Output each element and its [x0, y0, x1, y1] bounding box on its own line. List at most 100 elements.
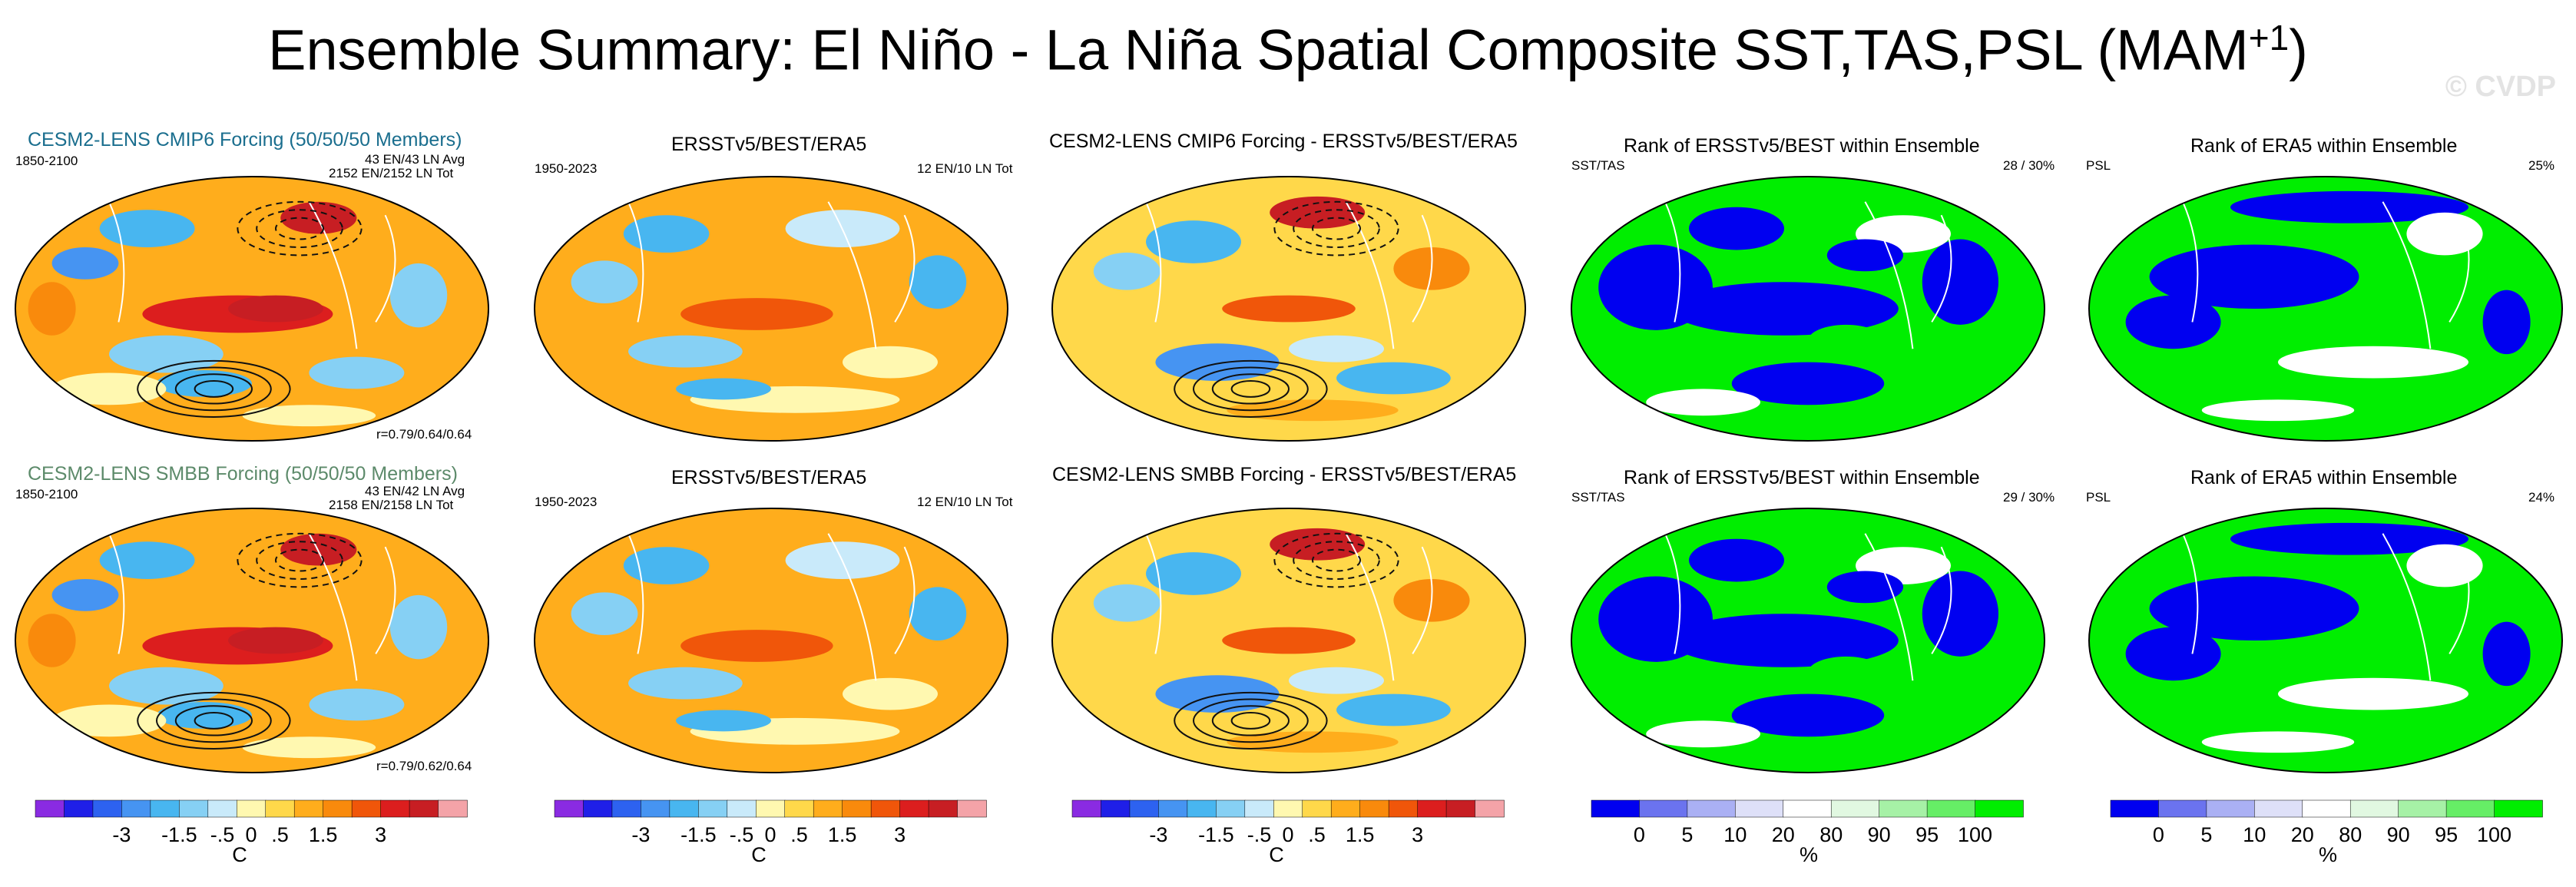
- map-anomaly-region: [51, 704, 167, 737]
- colorbar-swatch: [1187, 799, 1217, 818]
- map-anomaly-region: [157, 702, 252, 729]
- map-anomaly-region: [28, 614, 76, 667]
- obs-panel-title: ERSSTv5/BEST/ERA5: [671, 134, 867, 155]
- psl-contour: [1312, 548, 1361, 572]
- obs-counts: 12 EN/10 LN Tot: [917, 161, 1013, 176]
- psl-contour: [1174, 691, 1328, 750]
- coastline: [1412, 546, 1433, 654]
- map-anomaly-region: [280, 533, 357, 566]
- rank-sst-panel-title: Rank of ERSSTv5/BEST within Ensemble: [1624, 135, 1980, 157]
- colorbar-swatch: [2494, 799, 2543, 818]
- colorbar-tick-label: -3: [112, 823, 131, 846]
- psl-contour: [1293, 209, 1380, 248]
- colorbar-swatch: [237, 799, 267, 818]
- map-anomaly-region: [28, 282, 76, 336]
- temperature-colorbar: [554, 799, 987, 818]
- rank-sst-variable: SST/TAS: [1571, 158, 1625, 173]
- coastline: [1145, 201, 1162, 323]
- map-anomaly-region: [1826, 571, 1903, 604]
- map-anomaly-region: [389, 263, 448, 328]
- coastline: [1864, 533, 1914, 681]
- model-composite-map: [15, 508, 489, 773]
- map-anomaly-region: [1155, 675, 1280, 713]
- map-outline: [1571, 176, 2045, 442]
- psl-contour: [1312, 217, 1361, 240]
- map-anomaly-region: [1289, 335, 1384, 362]
- map-anomaly-region: [2149, 244, 2359, 309]
- map-anomaly-region: [843, 677, 938, 710]
- psl-contour: [1193, 366, 1309, 412]
- psl-contour: [137, 691, 291, 750]
- map-anomaly-region: [1289, 667, 1384, 694]
- colorbar-swatch: [554, 799, 584, 818]
- map-anomaly-region: [1922, 571, 1998, 657]
- map-anomaly-region: [309, 688, 405, 721]
- obs-period: 1950-2023: [535, 161, 598, 176]
- map-anomaly-region: [2201, 399, 2355, 422]
- model-composite-map: [15, 176, 489, 442]
- psl-contour: [1293, 541, 1380, 580]
- map-anomaly-region: [1222, 295, 1356, 323]
- colorbar-tick-label: .5: [790, 823, 808, 846]
- coastline: [1664, 201, 1681, 323]
- map-anomaly-region: [843, 346, 938, 379]
- colorbar-swatch: [698, 799, 728, 818]
- coastline: [1345, 201, 1395, 349]
- coastline: [2449, 214, 2470, 323]
- map-anomaly-region: [571, 260, 638, 304]
- map-anomaly-region: [1731, 693, 1885, 737]
- pattern-correlation: r=0.79/0.64/0.64: [376, 427, 472, 442]
- colorbar-tick-label: 100: [1958, 823, 1993, 846]
- obs-composite-map: [534, 508, 1008, 773]
- colorbar-tick-label: 5: [2200, 823, 2213, 846]
- map-anomaly-region: [280, 201, 357, 234]
- map-anomaly-region: [1689, 538, 1784, 582]
- coastline: [1864, 201, 1914, 349]
- rank-sst-percent: 28 / 30%: [2003, 158, 2055, 173]
- map-anomaly-region: [2482, 290, 2531, 355]
- colorbar-tick-label: -.5: [1247, 823, 1272, 846]
- psl-contour: [1211, 705, 1290, 736]
- rank-sst-map: [1571, 508, 2045, 773]
- map-anomaly-region: [571, 592, 638, 636]
- map-anomaly-region: [1731, 362, 1885, 405]
- colorbar-swatch: [2302, 799, 2351, 818]
- colorbar-unit: C: [751, 843, 767, 866]
- colorbar-swatch: [409, 799, 439, 818]
- pattern-correlation: r=0.79/0.62/0.64: [376, 759, 472, 773]
- map-anomaly-region: [109, 667, 223, 705]
- map-anomaly-region: [1826, 239, 1903, 272]
- colorbar-tick-label: 0: [2152, 823, 2164, 846]
- map-anomaly-region: [909, 255, 967, 309]
- colorbar-tick-label: 0: [764, 823, 776, 846]
- coastline: [308, 533, 358, 681]
- temperature-colorbar: [1071, 799, 1505, 818]
- coastline: [2449, 546, 2470, 654]
- psl-contour: [1193, 698, 1309, 743]
- psl-contour: [1273, 200, 1399, 257]
- colorbar-tick-label: 5: [1681, 823, 1694, 846]
- coastline: [894, 214, 916, 323]
- psl-contour: [174, 373, 253, 405]
- rank-psl-panel-title: Rank of ERA5 within Ensemble: [2190, 467, 2458, 488]
- diff-panel-title: CESM2-LENS CMIP6 Forcing - ERSSTv5/BEST/…: [1049, 131, 1518, 152]
- colorbar-swatch: [899, 799, 929, 818]
- map-outline: [2088, 508, 2563, 773]
- map-anomaly-region: [242, 405, 376, 427]
- colorbar-tick-label: -1.5: [1198, 823, 1234, 846]
- colorbar-unit: C: [1269, 843, 1284, 866]
- colorbar-swatch: [1417, 799, 1447, 818]
- colorbar-swatch: [1687, 799, 1737, 818]
- model-total-count: 2158 EN/2158 LN Tot: [329, 498, 454, 512]
- psl-contour: [275, 548, 324, 572]
- psl-contour: [194, 379, 234, 398]
- psl-contour: [156, 698, 272, 743]
- rank-sst-variable: SST/TAS: [1571, 490, 1625, 505]
- colorbar-swatch: [928, 799, 959, 818]
- psl-contour: [194, 711, 234, 730]
- coastline: [1931, 546, 1952, 654]
- colorbar-tick-label: 95: [2435, 823, 2458, 846]
- colorbar-tick-label: 95: [1915, 823, 1939, 846]
- psl-contour: [1230, 711, 1271, 730]
- colorbar-swatch: [2445, 799, 2495, 818]
